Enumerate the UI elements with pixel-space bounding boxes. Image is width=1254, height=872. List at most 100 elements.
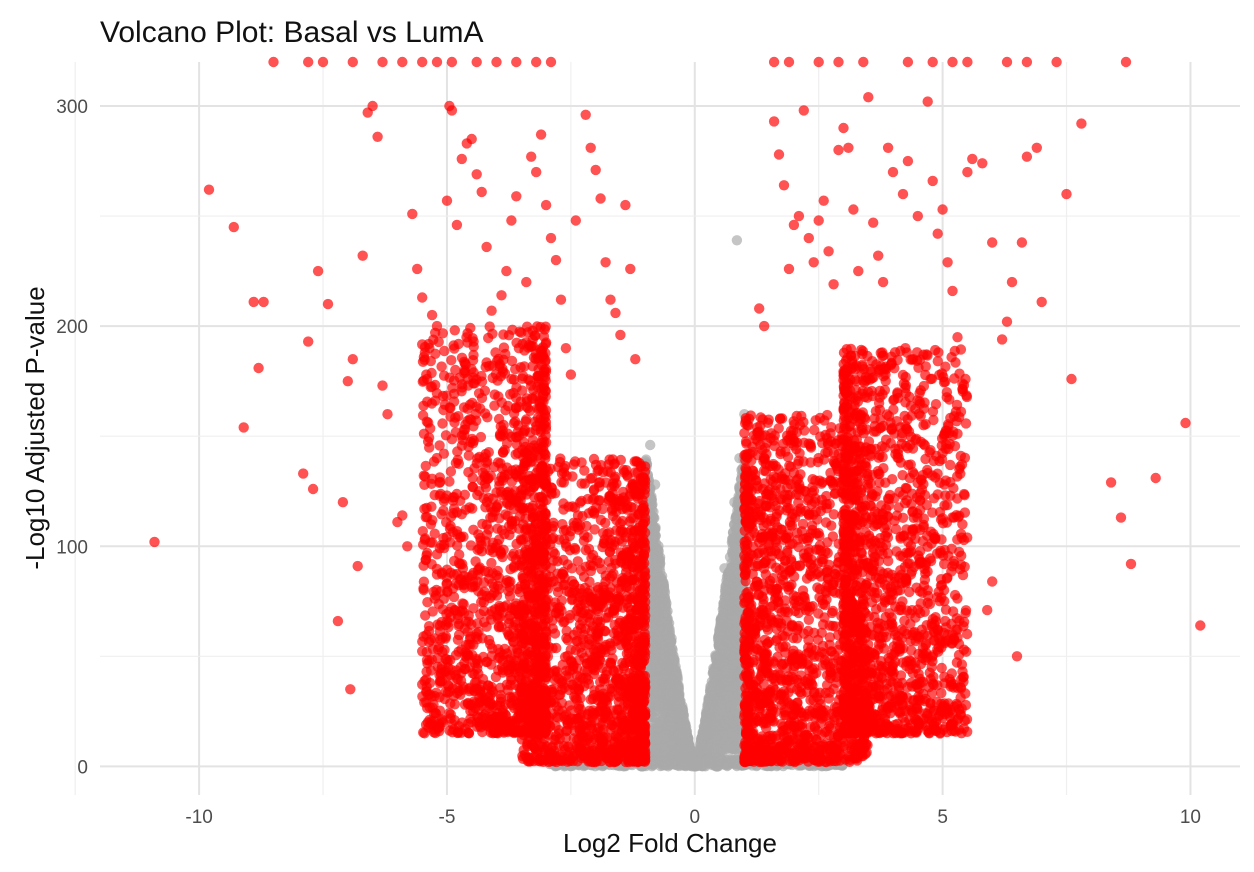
significant-point <box>569 542 580 554</box>
non-significant-point <box>660 756 671 767</box>
significant-point <box>583 508 594 519</box>
non-significant-point <box>661 619 673 631</box>
significant-point <box>639 583 650 595</box>
significant-point <box>593 477 605 488</box>
significant-point <box>638 681 649 693</box>
significant-point <box>613 500 624 511</box>
significant-point <box>630 735 641 747</box>
non-significant-point <box>713 660 724 671</box>
significant-point <box>622 471 633 482</box>
significant-point <box>610 635 621 647</box>
significant-point <box>635 461 646 473</box>
non-significant-point <box>653 700 665 712</box>
significant-point <box>628 542 639 554</box>
significant-point <box>489 389 500 400</box>
significant-point <box>601 706 612 718</box>
significant-point <box>564 746 575 758</box>
significant-point <box>584 746 595 757</box>
significant-point <box>577 607 589 619</box>
significant-point <box>557 568 568 579</box>
significant-point <box>578 535 590 546</box>
non-significant-point <box>689 756 700 768</box>
non-significant-point <box>671 670 682 681</box>
significant-point <box>623 653 634 664</box>
non-significant-point <box>700 761 711 772</box>
significant-point <box>558 617 569 628</box>
non-significant-point <box>726 601 737 612</box>
significant-point <box>562 559 573 570</box>
non-significant-point <box>729 497 740 508</box>
non-significant-point <box>720 586 731 597</box>
significant-point <box>635 671 646 682</box>
non-significant-point <box>731 235 743 246</box>
significant-point <box>551 711 562 722</box>
non-significant-point <box>645 439 656 451</box>
significant-point <box>562 634 573 646</box>
significant-point <box>635 603 646 614</box>
significant-point <box>605 724 616 735</box>
significant-point <box>572 556 583 567</box>
significant-point <box>636 594 647 605</box>
non-significant-point <box>707 727 718 739</box>
significant-point <box>598 527 609 539</box>
non-significant-point <box>704 717 715 728</box>
significant-point <box>585 721 596 732</box>
significant-point <box>587 560 599 571</box>
significant-point <box>627 592 638 603</box>
significant-point <box>632 637 643 648</box>
significant-point <box>571 694 582 705</box>
significant-point <box>449 325 460 336</box>
non-significant-point <box>669 695 681 706</box>
significant-point <box>522 756 534 767</box>
significant-point <box>623 686 634 697</box>
significant-point <box>434 440 445 451</box>
non-significant-point <box>719 690 730 701</box>
significant-point <box>588 493 600 504</box>
significant-point <box>638 549 650 560</box>
significant-point <box>563 501 574 512</box>
significant-point <box>591 657 602 669</box>
significant-point <box>600 570 611 581</box>
significant-point <box>558 467 570 478</box>
significant-point <box>608 756 620 768</box>
significant-point <box>579 465 590 476</box>
significant-point <box>580 545 592 556</box>
non-significant-point <box>728 659 739 670</box>
non-significant-point <box>679 743 691 754</box>
significant-point <box>598 594 610 605</box>
non-significant-point <box>653 716 665 728</box>
significant-point <box>589 685 600 696</box>
significant-point <box>625 616 636 627</box>
significant-point <box>609 737 620 749</box>
significant-point <box>607 686 618 697</box>
non-significant-point <box>719 648 731 659</box>
non-significant-point <box>655 587 666 598</box>
significant-point <box>595 460 607 471</box>
significant-point <box>609 481 620 492</box>
non-significant-point <box>704 704 716 716</box>
non-significant-point <box>672 681 683 692</box>
significant-point <box>595 726 606 737</box>
significant-point <box>611 625 623 636</box>
significant-point <box>618 701 629 712</box>
significant-point <box>557 519 568 530</box>
significant-point <box>632 493 644 504</box>
significant-point <box>592 633 604 645</box>
significant-point <box>553 725 565 736</box>
significant-point <box>555 453 566 464</box>
significant-point <box>556 595 567 606</box>
significant-point <box>581 658 592 669</box>
significant-point <box>607 454 618 465</box>
significant-point <box>556 477 567 488</box>
non-significant-point <box>725 700 736 711</box>
non-significant-point <box>660 744 671 755</box>
non-significant-point <box>721 744 732 755</box>
significant-point <box>633 749 644 760</box>
significant-point <box>628 705 639 717</box>
non-significant-point <box>650 683 662 695</box>
significant-point <box>615 526 626 537</box>
significant-point <box>565 526 577 537</box>
non-significant-point <box>659 607 671 618</box>
non-significant-point <box>666 633 677 644</box>
